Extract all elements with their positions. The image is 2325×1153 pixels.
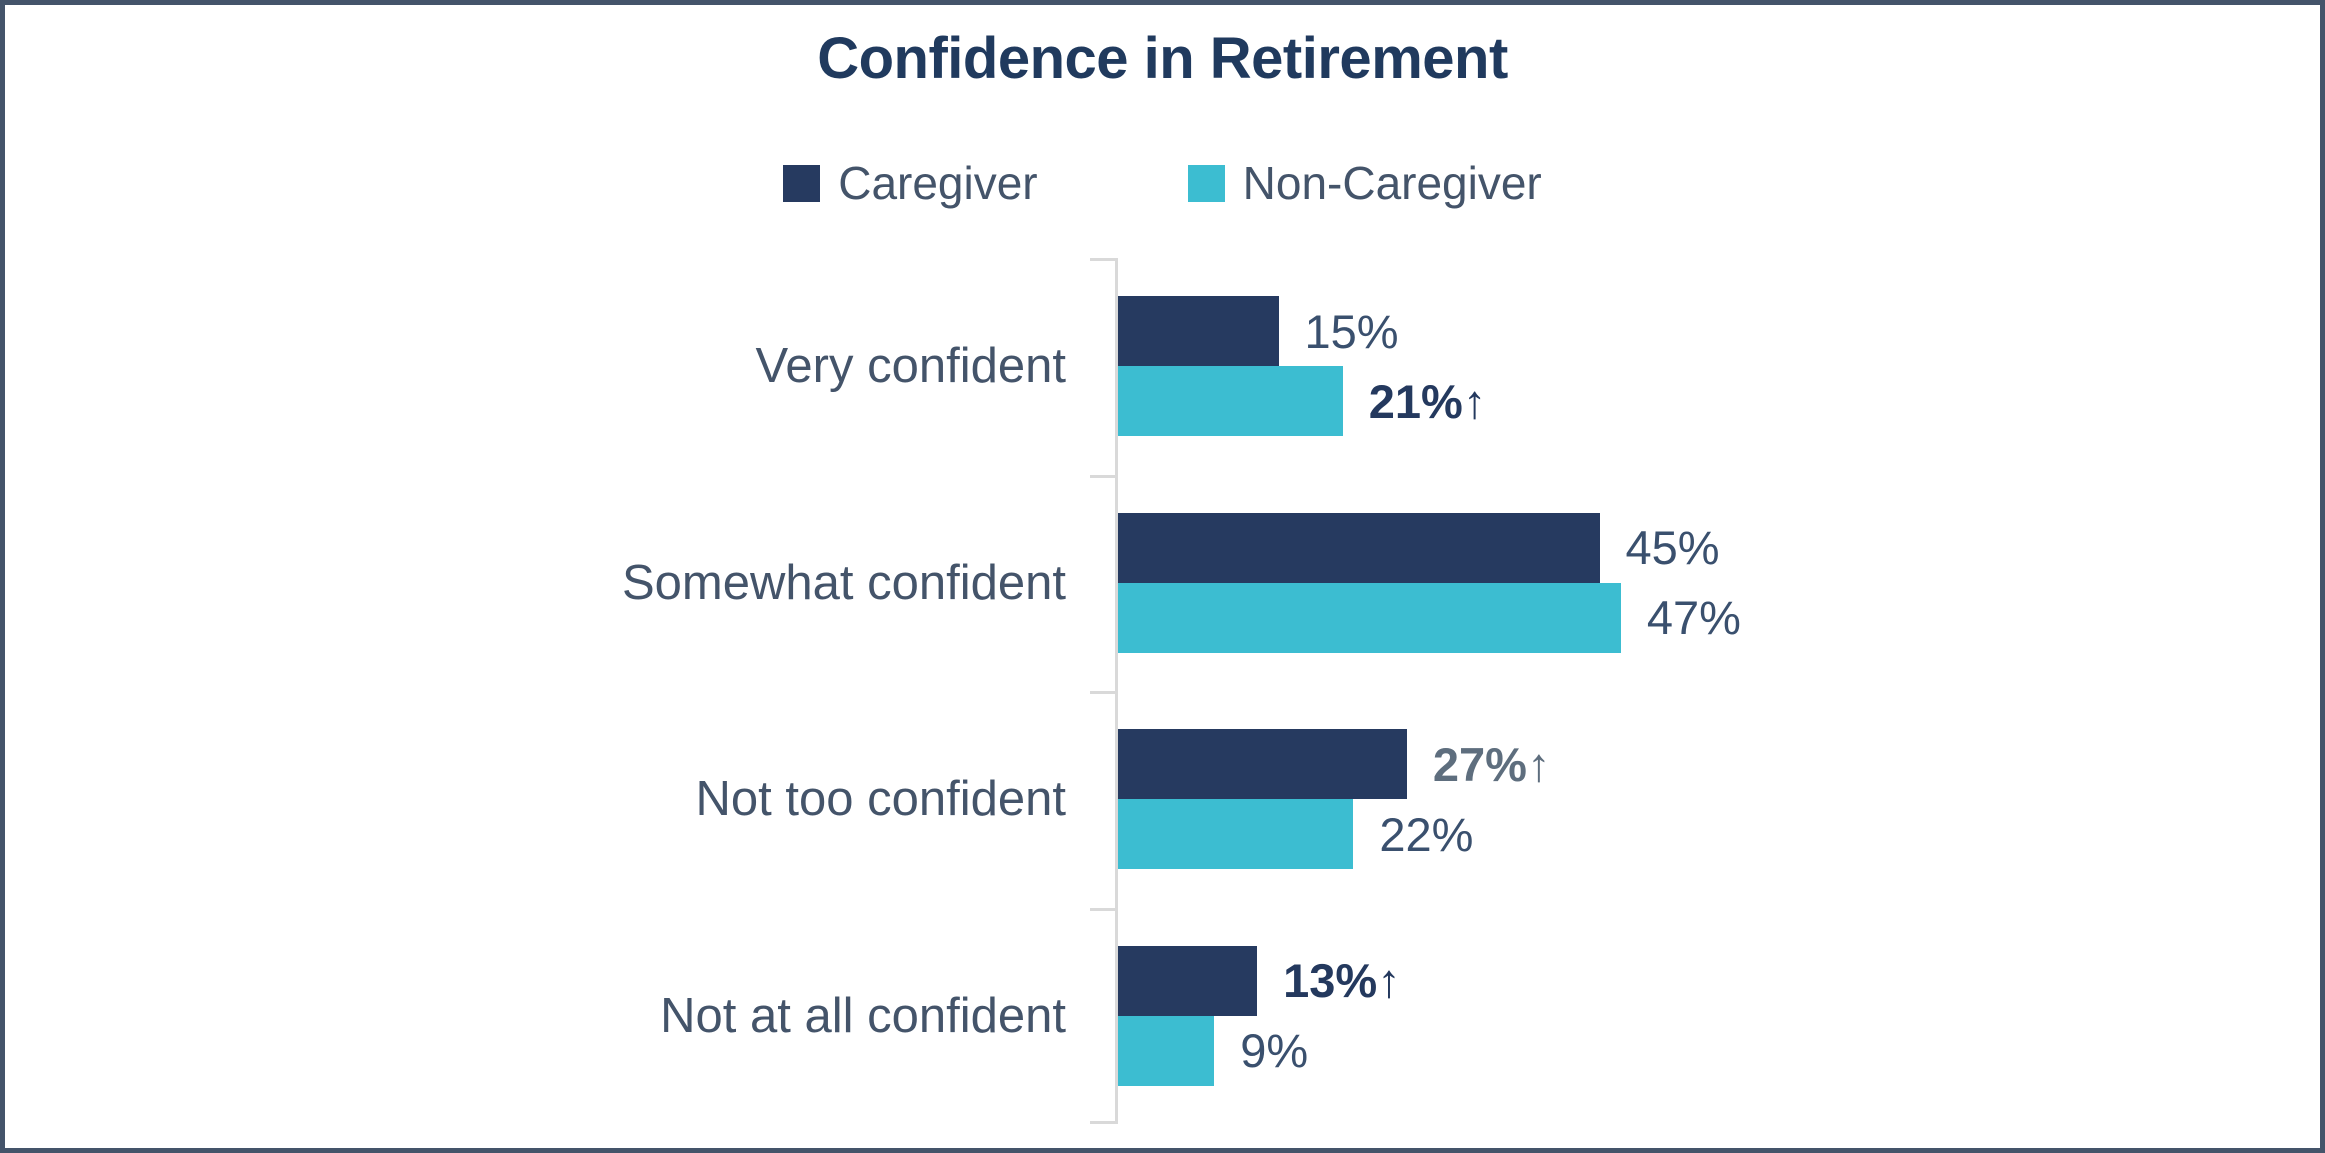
legend-item-caregiver: Caregiver <box>783 156 1038 210</box>
bar-value-label: 9% <box>1240 1024 1309 1078</box>
bar-caregiver-not-too-confident <box>1118 729 1407 800</box>
bar-value-label: 45% <box>1625 521 1720 575</box>
bar-value-label: 21%↑ <box>1368 374 1487 428</box>
bar-value-label: 27%↑ <box>1432 737 1551 791</box>
bar-caregiver-somewhat-confident <box>1118 512 1600 583</box>
group-not-too-confident: Not too confident 27%↑ 22% <box>5 691 2320 908</box>
axis-tick <box>1090 907 1115 911</box>
category-label-very-confident: Very confident <box>755 339 1066 394</box>
bar-caregiver-very-confident <box>1118 296 1279 367</box>
bar-chart: Very confident 15% 21%↑ Somewhat confide… <box>5 258 2320 1124</box>
axis-tick <box>1090 258 1115 261</box>
bar-non-caregiver-not-too-confident <box>1118 799 1354 870</box>
bar-value-label: 15% <box>1304 304 1399 358</box>
bar-value-label: 22% <box>1379 807 1474 861</box>
caregiver-swatch-icon <box>783 164 821 202</box>
group-somewhat-confident: Somewhat confident 45% 47% <box>5 475 2320 692</box>
legend-label-caregiver: Caregiver <box>838 157 1038 209</box>
group-not-at-all-confident: Not at all confident 13%↑ 9% <box>5 908 2320 1125</box>
bar-value-label: 47% <box>1646 591 1741 645</box>
non-caregiver-swatch-icon <box>1187 164 1225 202</box>
bar-non-caregiver-very-confident <box>1118 366 1343 437</box>
category-label-somewhat-confident: Somewhat confident <box>622 555 1066 610</box>
category-axis-line <box>1115 258 1118 1124</box>
bar-value-label: 13%↑ <box>1283 954 1401 1008</box>
category-label-not-too-confident: Not too confident <box>695 772 1066 827</box>
bar-non-caregiver-somewhat-confident <box>1118 582 1621 653</box>
category-label-not-at-all-confident: Not at all confident <box>660 988 1066 1043</box>
chart-title: Confidence in Retirement <box>817 26 1508 91</box>
axis-tick <box>1090 691 1115 694</box>
bar-caregiver-not-at-all-confident <box>1118 945 1258 1016</box>
legend: Caregiver Non-Caregiver <box>5 156 2320 210</box>
legend-label-non-caregiver: Non-Caregiver <box>1242 157 1542 209</box>
group-very-confident: Very confident 15% 21%↑ <box>5 258 2320 475</box>
axis-tick <box>1090 474 1115 478</box>
legend-item-non-caregiver: Non-Caregiver <box>1187 156 1542 210</box>
bar-non-caregiver-not-at-all-confident <box>1118 1015 1215 1086</box>
axis-tick <box>1090 1121 1115 1124</box>
